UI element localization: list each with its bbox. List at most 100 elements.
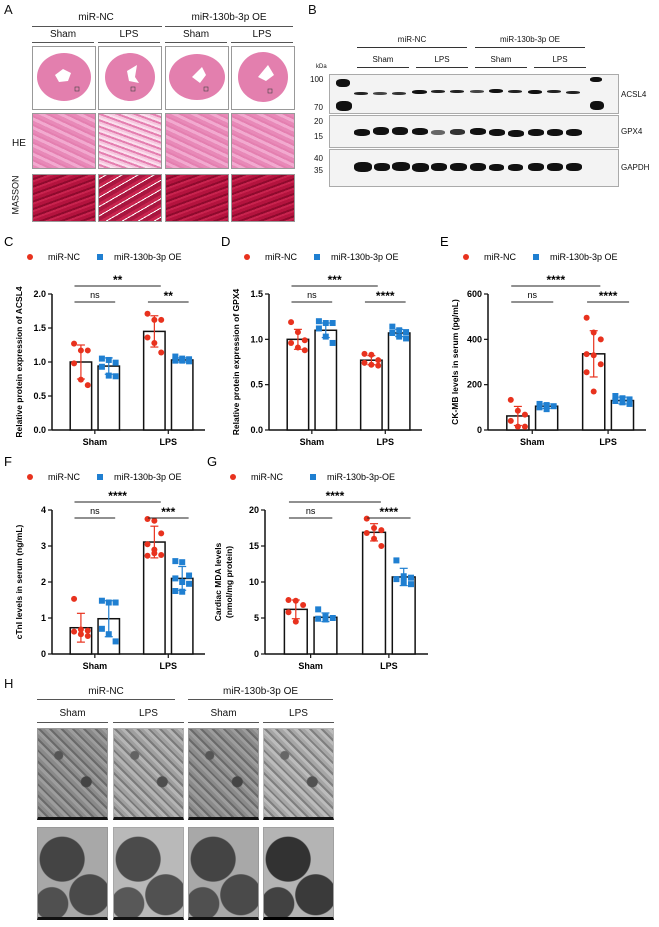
- group-label: miR-130b-3p OE: [191, 12, 267, 23]
- protein-band: [450, 90, 464, 93]
- protein-band: [489, 89, 503, 93]
- heart-section-image: [98, 46, 162, 110]
- y-tick-label: 200: [467, 380, 482, 390]
- y-tick-label: 0.0: [33, 425, 46, 435]
- divider: [263, 722, 334, 723]
- y-tick-label: 600: [467, 289, 482, 299]
- masson-stain-image: [98, 174, 162, 222]
- protein-band: [412, 90, 427, 94]
- y-tick-label: 2.0: [33, 289, 46, 299]
- masson-stain-image: [165, 174, 229, 222]
- y-tick-label: 5: [254, 613, 259, 623]
- panel-label: G: [207, 454, 217, 469]
- protein-label-gapdh: GAPDH: [621, 163, 650, 172]
- legend-label: miR-130b-3p OE: [331, 252, 399, 262]
- protein-band: [374, 163, 390, 171]
- divider: [37, 699, 175, 700]
- bar: [170, 359, 194, 431]
- protein-band: [392, 127, 408, 135]
- significance-label: **: [164, 289, 174, 303]
- divider: [188, 722, 259, 723]
- y-tick-label: 2: [41, 577, 46, 587]
- x-tick-label: Sham: [298, 661, 323, 671]
- y-tick-label: 0: [41, 649, 46, 659]
- significance-label: ns: [90, 506, 100, 516]
- y-tick-label: 4: [41, 505, 46, 515]
- he-stain-image: [98, 113, 162, 169]
- group-label: miR-NC: [78, 12, 114, 23]
- panel-h-label: H: [4, 676, 14, 691]
- divider: [32, 26, 162, 27]
- divider: [32, 42, 94, 43]
- protein-band: [547, 163, 563, 171]
- protein-band: [547, 129, 563, 136]
- y-tick-label: 0: [254, 649, 259, 659]
- significance-label: ns: [527, 290, 537, 300]
- significance-label: ****: [599, 289, 618, 303]
- tem-image-high-mag: [37, 827, 108, 920]
- legend-label: miR-NC: [484, 252, 516, 262]
- tem-image-high-mag: [113, 827, 184, 920]
- protein-band: [373, 92, 387, 95]
- condition-label: Sham: [59, 708, 86, 719]
- y-tick-label: 0.5: [33, 391, 46, 401]
- group-label: miR-130b-3p OE: [222, 686, 299, 697]
- condition-label: Sham: [210, 708, 237, 719]
- x-tick-label: LPS: [160, 437, 178, 447]
- masson-stain-image: [32, 174, 96, 222]
- tem-image-low-mag: [37, 728, 108, 820]
- panel-a-label: A: [4, 2, 13, 17]
- x-tick-label: Sham: [520, 437, 545, 447]
- ladder-band: [336, 79, 350, 87]
- protein-band: [547, 90, 561, 93]
- legend-label: miR-NC: [48, 472, 80, 482]
- protein-band: [412, 163, 429, 172]
- y-tick-label: 15: [249, 541, 259, 551]
- protein-band: [470, 90, 484, 93]
- significance-label: ****: [108, 489, 127, 503]
- protein-band: [354, 92, 368, 95]
- protein-band: [566, 91, 580, 94]
- gpx4-blot: [329, 115, 619, 148]
- protein-band: [528, 90, 542, 94]
- x-tick-label: LPS: [377, 437, 395, 447]
- significance-label: ***: [328, 273, 342, 287]
- protein-band: [489, 164, 504, 171]
- bar: [391, 576, 416, 655]
- bar: [359, 359, 383, 431]
- protein-label-gpx4: GPX4: [621, 127, 643, 136]
- protein-band: [528, 163, 544, 171]
- row-label-masson: MASSON: [10, 175, 21, 215]
- y-tick-label: 0.0: [250, 425, 263, 435]
- marker-20: 20: [314, 117, 323, 126]
- y-tick-label: 20: [249, 505, 259, 515]
- protein-band: [373, 127, 389, 135]
- heart-section-image: [231, 46, 295, 110]
- condition-label: Sham: [182, 29, 210, 40]
- masson-stain-image: [231, 174, 295, 222]
- significance-label: **: [113, 273, 123, 287]
- tem-image-high-mag: [263, 827, 334, 920]
- protein-band: [470, 128, 486, 135]
- protein-label-acsl4: ACSL4: [621, 90, 647, 99]
- bar: [313, 616, 338, 655]
- significance-label: ****: [546, 273, 565, 287]
- kda-label: kDa: [316, 64, 327, 70]
- y-axis-label: CK-MB levels in serum (pg/mL): [450, 299, 460, 425]
- tem-image-low-mag: [188, 728, 259, 820]
- he-stain-image: [165, 113, 229, 169]
- bar: [387, 332, 411, 431]
- y-tick-label: 1.0: [33, 357, 46, 367]
- y-tick-label: 1.5: [250, 289, 263, 299]
- significance-label: ***: [161, 505, 175, 519]
- protein-band: [412, 128, 428, 135]
- y-axis-label: Relative protein expression of GPX4: [231, 289, 241, 436]
- acsl4-blot: [329, 74, 619, 114]
- panel-label: C: [4, 234, 13, 249]
